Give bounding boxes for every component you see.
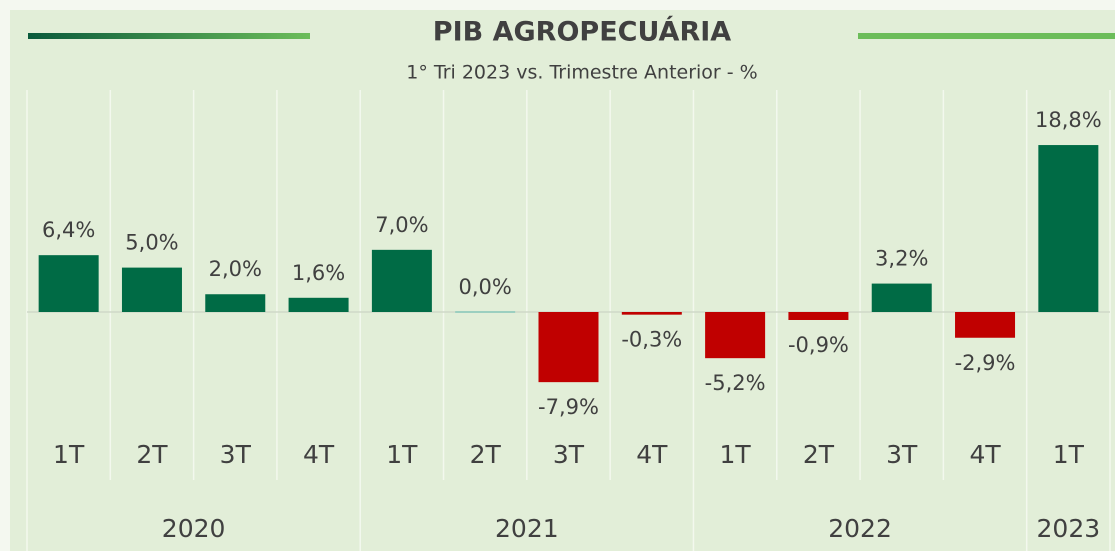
year-label: 2020 — [162, 514, 226, 543]
bar — [538, 312, 599, 383]
value-label: 6,4% — [42, 218, 95, 242]
year-label: 2021 — [495, 514, 559, 543]
x-tick-label: 2T — [803, 440, 835, 469]
value-label: 1,6% — [292, 261, 345, 285]
x-tick-label: 2T — [136, 440, 168, 469]
bar — [1038, 145, 1099, 312]
chart-subtitle: 1° Tri 2023 vs. Trimestre Anterior - % — [406, 62, 757, 84]
bar — [621, 312, 682, 315]
x-tick-label: 4T — [969, 440, 1001, 469]
value-label: -0,3% — [621, 328, 682, 352]
bar — [371, 249, 432, 312]
bar — [38, 255, 99, 312]
value-label: 5,0% — [125, 231, 178, 255]
x-tick-label: 3T — [220, 440, 252, 469]
x-tick-label: 4T — [303, 440, 335, 469]
value-label: -5,2% — [705, 371, 766, 395]
x-tick-label: 4T — [636, 440, 668, 469]
bar — [121, 267, 182, 312]
value-label: 0,0% — [459, 275, 512, 299]
x-tick-label: 3T — [886, 440, 918, 469]
year-label: 2023 — [1037, 514, 1101, 543]
x-tick-label: 1T — [53, 440, 85, 469]
bar — [705, 312, 766, 359]
bar — [455, 311, 516, 313]
x-tick-label: 3T — [553, 440, 585, 469]
title-rule — [28, 33, 310, 39]
year-label: 2022 — [828, 514, 892, 543]
value-label: -2,9% — [955, 351, 1016, 375]
chart-title: PIB AGROPECUÁRIA — [433, 16, 731, 48]
bar — [788, 312, 849, 320]
value-label: 7,0% — [375, 213, 428, 237]
bar — [205, 294, 266, 312]
value-label: -0,9% — [788, 333, 849, 357]
x-tick-label: 2T — [470, 440, 502, 469]
bar — [288, 297, 349, 312]
value-label: 3,2% — [875, 247, 928, 271]
value-label: -7,9% — [538, 395, 599, 419]
x-tick-label: 1T — [1053, 440, 1085, 469]
bar — [871, 283, 932, 312]
bar — [955, 312, 1016, 338]
title-rule — [858, 33, 1115, 39]
value-label: 18,8% — [1035, 108, 1102, 132]
x-tick-label: 1T — [720, 440, 752, 469]
value-label: 2,0% — [209, 257, 262, 281]
x-tick-label: 1T — [386, 440, 418, 469]
